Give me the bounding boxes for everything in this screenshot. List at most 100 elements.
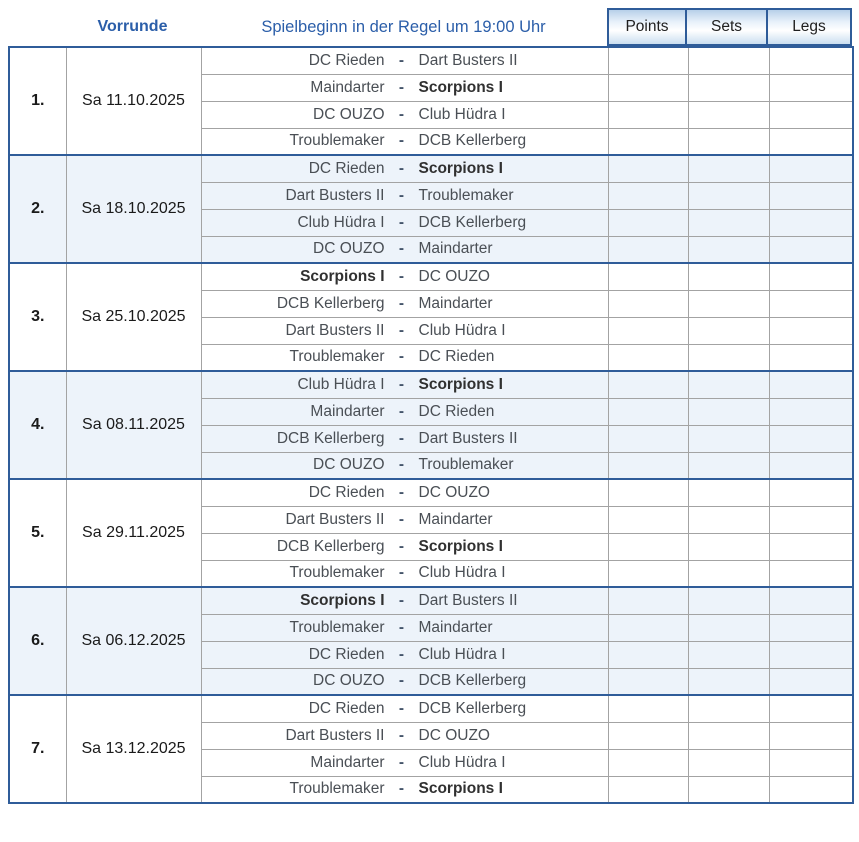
sets-cell <box>687 235 770 264</box>
away-team: Dart Busters II <box>418 591 518 609</box>
away-team: DC Rieden <box>418 348 495 366</box>
points-cell <box>607 640 689 669</box>
match-cell: DCB Kellerberg - Maindarter <box>200 289 609 318</box>
home-team: Club Hüdra I <box>297 375 385 393</box>
home-team: DC OUZO <box>313 240 385 258</box>
vs-dash: - <box>398 780 405 798</box>
away-team: Dart Busters II <box>418 51 518 69</box>
away-team: Scorpions I <box>418 537 503 555</box>
match-cell: DC Rieden - Scorpions I <box>200 154 609 183</box>
match-row: DC OUZO - Maindarter <box>9 235 854 264</box>
home-team: Dart Busters II <box>285 186 385 204</box>
round-date-cell: Sa 25.10.2025 <box>65 262 202 372</box>
match-cell: Troublemaker - Club Hüdra I <box>200 559 609 588</box>
home-team: DCB Kellerberg <box>276 429 385 447</box>
sets-cell <box>687 505 770 534</box>
match-cell: Troublemaker - Scorpions I <box>200 775 609 804</box>
points-cell <box>607 289 689 318</box>
away-team: Scorpions I <box>418 375 503 393</box>
match-cell: Troublemaker - DCB Kellerberg <box>200 127 609 156</box>
match-cell: DC Rieden - Dart Busters II <box>200 46 609 75</box>
points-cell <box>607 73 689 102</box>
schedule-body: 1. Sa 11.10.2025 DC Rieden - Dart Busters II… <box>8 46 854 804</box>
away-team: Troublemaker <box>418 186 514 204</box>
legs-cell <box>768 181 854 210</box>
sets-cell <box>687 181 770 210</box>
legs-cell <box>768 748 854 777</box>
match-row: DC OUZO - Troublemaker <box>9 451 854 480</box>
match-line: DC OUZO - Troublemaker <box>202 456 608 474</box>
home-team: DC OUZO <box>313 105 385 123</box>
match-line: DCB Kellerberg - Dart Busters II <box>202 430 608 448</box>
home-team: Scorpions I <box>300 591 385 609</box>
match-line: Scorpions I - Dart Busters II <box>202 592 608 610</box>
points-cell <box>607 100 689 129</box>
match-cell: Troublemaker - Maindarter <box>200 613 609 642</box>
away-team: Maindarter <box>418 510 493 528</box>
legs-cell <box>768 640 854 669</box>
points-cell <box>607 748 689 777</box>
legs-cell <box>768 559 854 588</box>
sets-cell <box>687 100 770 129</box>
match-line: DC Rieden - Dart Busters II <box>202 52 608 70</box>
match-cell: Dart Busters II - Maindarter <box>200 505 609 534</box>
points-cell <box>607 532 689 561</box>
sets-cell <box>687 73 770 102</box>
match-cell: Scorpions I - DC OUZO <box>200 262 609 291</box>
match-row: 1. Sa 11.10.2025 DC Rieden - Dart Busters II <box>8 46 854 156</box>
away-team: Maindarter <box>418 618 493 636</box>
match-line: DC OUZO - Maindarter <box>202 240 608 258</box>
match-cell: Maindarter - DC Rieden <box>200 397 609 426</box>
away-team: Dart Busters II <box>418 429 518 447</box>
match-line: DC Rieden - Club Hüdra I <box>202 646 608 664</box>
sets-cell <box>687 532 770 561</box>
home-team: Scorpions I <box>300 267 385 285</box>
vs-dash: - <box>398 618 405 636</box>
match-line: Maindarter - Club Hüdra I <box>202 754 608 772</box>
away-team: Maindarter <box>418 294 493 312</box>
round-number-cell: 7. <box>8 694 67 804</box>
vs-dash: - <box>398 105 405 123</box>
match-cell: DC Rieden - Club Hüdra I <box>200 640 609 669</box>
legs-cell <box>768 694 854 723</box>
points-cell <box>607 667 689 696</box>
points-cell <box>607 181 689 210</box>
away-team: DC OUZO <box>418 726 490 744</box>
round-date-cell: Sa 29.11.2025 <box>65 478 202 588</box>
match-cell: Maindarter - Scorpions I <box>200 73 609 102</box>
legs-cell <box>768 505 854 534</box>
round-number-cell: 5. <box>8 478 67 588</box>
match-row: DC OUZO - DCB Kellerberg <box>9 667 854 696</box>
home-team: Club Hüdra I <box>297 213 385 231</box>
points-cell <box>607 397 689 426</box>
match-row: Troublemaker - Scorpions I <box>9 775 854 804</box>
vs-dash: - <box>398 51 405 69</box>
sets-cell <box>687 262 770 291</box>
away-team: DC OUZO <box>418 267 490 285</box>
legs-cell <box>768 262 854 291</box>
home-team: Maindarter <box>310 78 385 96</box>
match-cell: DC Rieden - DCB Kellerberg <box>200 694 609 723</box>
home-team: DC Rieden <box>308 645 385 663</box>
legs-cell <box>768 721 854 750</box>
match-row: 5. Sa 29.11.2025 DC Rieden - DC OUZO <box>8 478 854 588</box>
sets-cell <box>687 721 770 750</box>
vs-dash: - <box>398 240 405 258</box>
away-team: DC Rieden <box>418 402 495 420</box>
home-team: Troublemaker <box>289 618 385 636</box>
away-team: DC OUZO <box>418 483 490 501</box>
match-row: 6. Sa 06.12.2025 Scorpions I - Dart Busters … <box>8 586 854 696</box>
legs-cell <box>768 46 854 75</box>
away-team: Club Hüdra I <box>418 645 506 663</box>
match-cell: DCB Kellerberg - Scorpions I <box>200 532 609 561</box>
header-band: Vorrunde Spielbeginn in der Regel um 19:… <box>8 8 852 46</box>
start-time-note: Spielbeginn in der Regel um 19:00 Uhr <box>261 17 546 36</box>
home-team: DCB Kellerberg <box>276 294 385 312</box>
sets-cell <box>687 559 770 588</box>
sets-cell <box>687 478 770 507</box>
away-team: DCB Kellerberg <box>418 672 527 690</box>
legs-cell <box>768 775 854 804</box>
column-header-points: Points <box>607 8 687 46</box>
match-row: 7. Sa 13.12.2025 DC Rieden - DCB Kellerberg <box>8 694 854 804</box>
legs-cell <box>768 397 854 426</box>
